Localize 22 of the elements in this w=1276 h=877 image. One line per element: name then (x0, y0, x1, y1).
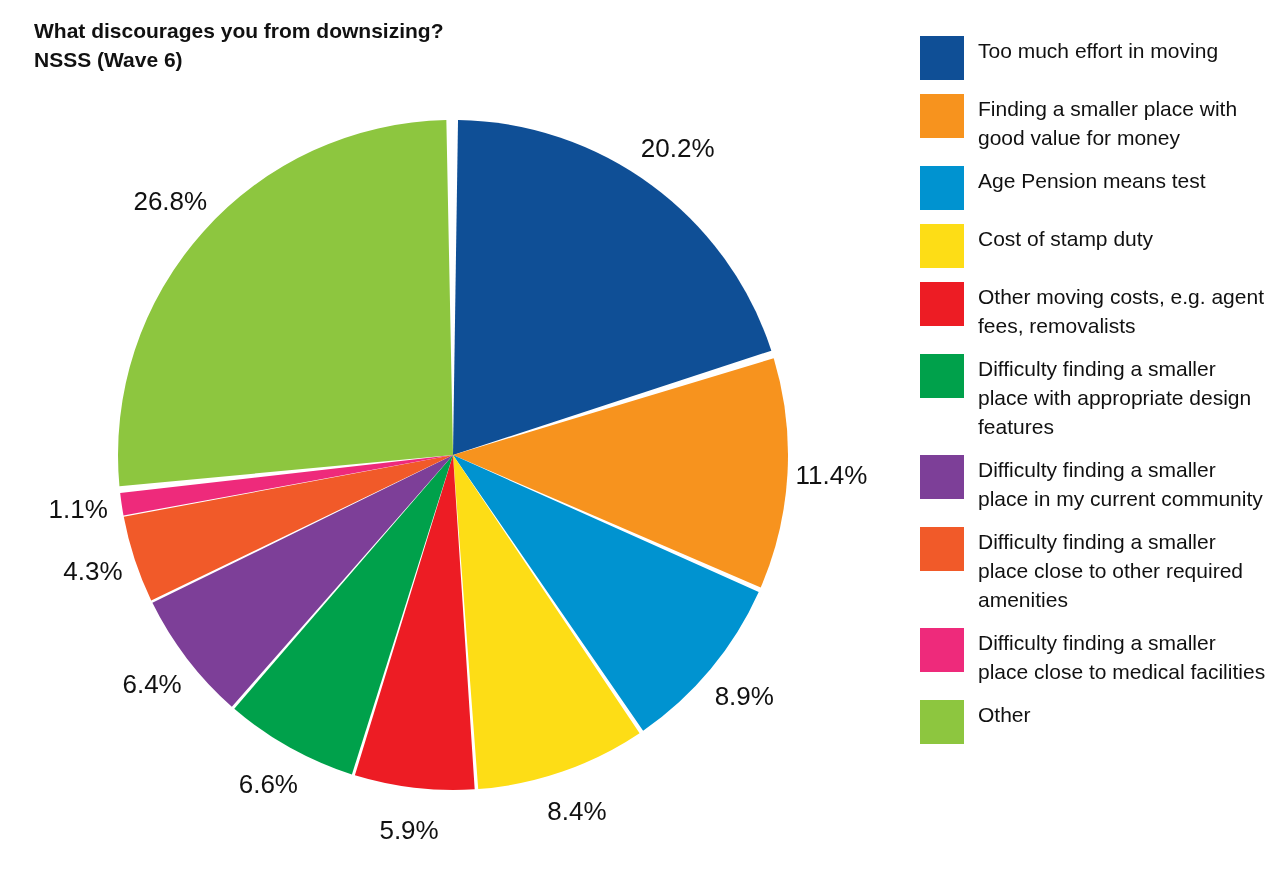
data-label: 8.9% (714, 680, 774, 711)
legend-label: Difficulty finding a smaller place close to other required amenities (978, 529, 1244, 613)
data-label: 5.9% (379, 814, 439, 845)
data-label: 8.4% (547, 796, 607, 827)
data-label: 6.6% (238, 769, 298, 800)
data-label: 11.4% (795, 459, 868, 490)
data-label: 1.1% (48, 493, 108, 524)
data-label: 4.3% (63, 556, 123, 587)
legend-label: Too much effort in moving (978, 38, 1220, 64)
legend-label: Finding a smaller place with good value for money (978, 96, 1239, 151)
data-label: 6.4% (122, 668, 182, 699)
chart-title: What discourages you from downsizing? (34, 18, 444, 44)
legend-label: Difficulty finding a smaller place close to medical facilities (978, 630, 1267, 685)
data-label: 20.2% (640, 132, 715, 163)
legend-label: Difficulty finding a smaller place in my current community (978, 457, 1264, 512)
data-label: 26.8% (133, 185, 208, 216)
legend-label: Other (978, 702, 1032, 728)
text: NSSS (Wave 6) (34, 47, 184, 73)
legend-label: Other moving costs, e.g. agent fees, removalists (978, 284, 1265, 339)
legend-label: Difficulty finding a smaller place with appropriate design features (978, 356, 1253, 440)
legend-label: Cost of stamp duty (978, 226, 1155, 252)
legend-label: Age Pension means test (978, 168, 1207, 194)
